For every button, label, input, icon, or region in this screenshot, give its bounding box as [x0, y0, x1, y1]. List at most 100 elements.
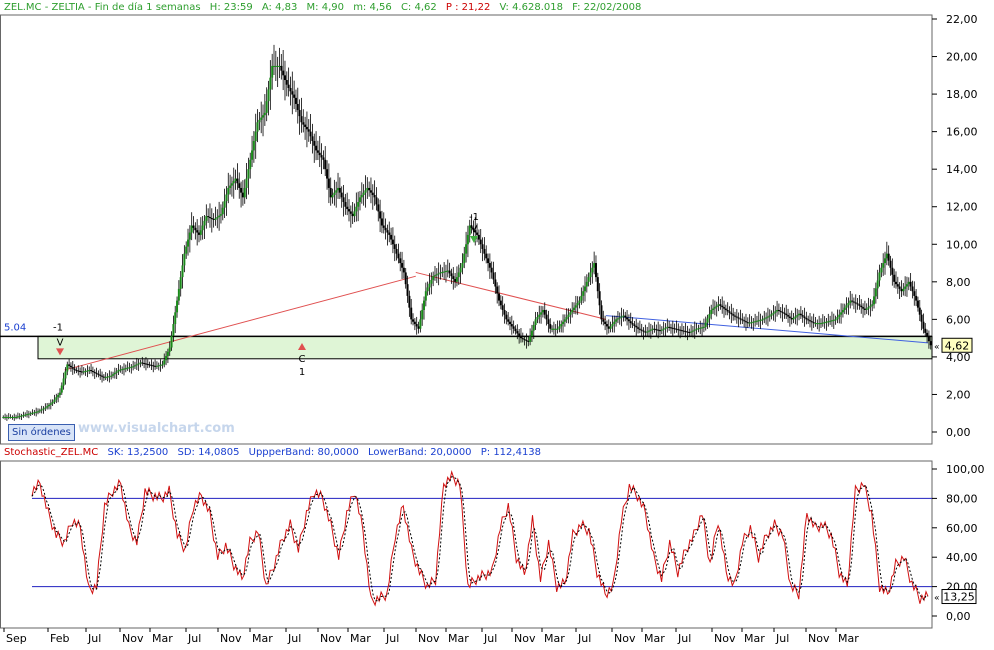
candle-body: [229, 185, 232, 188]
candle-body: [46, 406, 49, 408]
candle-body: [296, 103, 299, 111]
candle-body: [406, 284, 409, 296]
candle-body: [715, 305, 718, 308]
candle-body: [196, 230, 199, 233]
candle-body: [788, 316, 791, 318]
x-tick-label: Mar: [644, 632, 665, 645]
candle-body: [479, 239, 482, 245]
candle-body: [573, 307, 576, 310]
price-ytick-label: 4,00: [946, 351, 971, 364]
candle-body: [551, 328, 554, 330]
candle-body: [871, 304, 874, 306]
signal-1-label: -1: [53, 322, 63, 333]
candle-body: [448, 270, 451, 274]
candle-body: [673, 328, 676, 330]
candle-body: [154, 365, 157, 367]
candle-body: [428, 283, 431, 288]
sin-ordenes-button[interactable]: Sin órdenes: [8, 424, 75, 441]
candle-body: [605, 324, 608, 327]
candle-body: [510, 324, 513, 327]
candle-body: [671, 327, 674, 329]
candle-body: [658, 330, 661, 332]
candle-body: [552, 328, 555, 330]
candle-body: [212, 218, 215, 220]
candle-body: [913, 291, 916, 296]
candle-body: [214, 218, 217, 220]
candle-body: [472, 227, 475, 231]
candle-body: [62, 378, 65, 386]
candle-body: [516, 331, 519, 334]
x-tick-label: Nov: [514, 632, 536, 645]
candle-body: [368, 187, 371, 191]
candle-body: [613, 321, 616, 325]
candle-body: [68, 364, 71, 366]
candle-body: [668, 326, 671, 328]
candle-body: [695, 328, 698, 330]
x-tick-label: Nov: [418, 632, 440, 645]
candle-body: [527, 340, 530, 342]
candle-body: [734, 315, 737, 317]
candle-body: [238, 183, 241, 188]
candle-body: [157, 365, 160, 367]
x-tick-label: Nov: [320, 632, 342, 645]
candle-body: [556, 328, 559, 330]
candle-body: [554, 328, 557, 330]
candle-body: [20, 415, 23, 417]
candle-body: [393, 244, 396, 249]
candle-body: [532, 324, 535, 331]
candle-body: [591, 267, 594, 273]
candle-body: [483, 248, 486, 254]
candle-body: [880, 267, 883, 273]
candle-body: [207, 216, 210, 218]
candle-body: [766, 316, 769, 318]
candle-body: [183, 253, 186, 266]
candle-body: [278, 65, 281, 67]
price-ytick-label: 22,00: [946, 13, 978, 26]
candle-body: [594, 263, 597, 278]
candle-body: [593, 263, 596, 268]
candle-body: [150, 364, 153, 366]
x-tick-label: Jul: [577, 632, 591, 645]
candle-body: [344, 202, 347, 207]
candle-body: [155, 365, 158, 367]
candle-body: [616, 318, 619, 320]
candle-body: [924, 328, 927, 333]
candle-body: [699, 327, 702, 329]
candle-body: [27, 413, 30, 415]
candle-body: [337, 187, 340, 191]
candle-body: [115, 371, 118, 373]
candle-body: [750, 322, 753, 324]
stoch-name: Stochastic_ZEL.MC: [4, 447, 99, 458]
header-m: M: 4,90: [306, 2, 344, 13]
x-tick-label: Mar: [544, 632, 565, 645]
trendline-red-up: [64, 275, 416, 371]
candle-body: [920, 314, 923, 322]
candle-body: [435, 274, 438, 276]
candle-body: [898, 286, 901, 289]
candle-body: [188, 232, 191, 240]
trendline-blue: [605, 315, 929, 344]
candle-body: [834, 319, 837, 321]
candle-body: [580, 295, 583, 301]
candle-body: [415, 324, 418, 327]
candle-body: [810, 321, 813, 323]
candle-body: [809, 320, 812, 322]
price-header: ZEL.MC - ZELTIA - Fin de día 1 semanas H…: [4, 2, 647, 13]
candle-body: [770, 314, 773, 316]
candle-body: [60, 385, 63, 393]
candle-body: [168, 347, 171, 352]
candle-body: [474, 230, 477, 233]
candle-body: [402, 267, 405, 273]
candle-body: [283, 75, 286, 81]
candle-body: [904, 286, 907, 289]
x-tick-label: Jul: [385, 632, 399, 645]
stoch-ytick-label: 80,00: [946, 492, 978, 505]
candle-body: [300, 116, 303, 123]
candle-body: [177, 288, 180, 301]
candle-body: [201, 225, 204, 231]
candle-body: [26, 414, 29, 416]
candle-body: [633, 324, 636, 326]
candle-body: [101, 375, 104, 377]
candle-body: [294, 97, 297, 104]
